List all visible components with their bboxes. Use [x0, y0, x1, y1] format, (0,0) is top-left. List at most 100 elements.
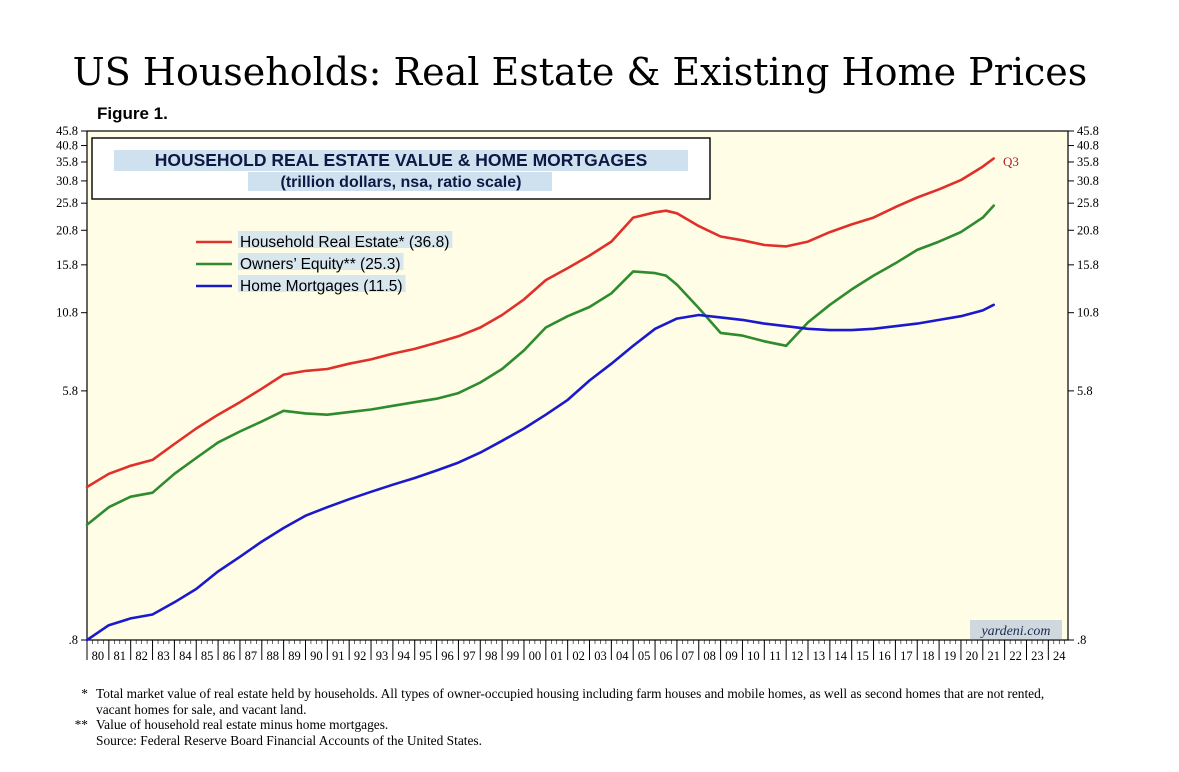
y-tick-label-left: 10.8 [56, 306, 78, 320]
y-tick-label-right: 40.8 [1077, 139, 1099, 153]
x-tick-label: 95 [419, 649, 432, 663]
footnote-1: * Total market value of real estate held… [62, 686, 1082, 717]
x-tick-label: 09 [725, 649, 738, 663]
x-tick-label: 17 [900, 649, 913, 663]
x-tick-label: 86 [223, 649, 236, 663]
y-tick-label-left: 20.8 [56, 223, 78, 237]
series-line-3 [85, 303, 995, 642]
x-tick-label: 85 [201, 649, 214, 663]
footnotes: * Total market value of real estate held… [62, 686, 1082, 748]
y-tick-label-left: 40.8 [56, 139, 78, 153]
x-tick-label: 11 [769, 649, 781, 663]
x-tick-label: 05 [638, 649, 651, 663]
x-tick-label: 07 [682, 649, 695, 663]
footnote-text: Source: Federal Reserve Board Financial … [96, 732, 482, 748]
x-tick-label: 93 [376, 649, 389, 663]
y-tick-label-right: 45.8 [1077, 124, 1099, 138]
y-tick-label-left: 35.8 [56, 155, 78, 169]
x-tick-label: 02 [572, 649, 585, 663]
x-tick-label: 01 [550, 649, 563, 663]
footnote-text: Value of household real estate minus hom… [96, 717, 389, 732]
series-lines [85, 157, 995, 642]
x-tick-label: 99 [507, 649, 520, 663]
x-tick-label: 96 [441, 649, 454, 663]
x-tick-label: 88 [266, 649, 279, 663]
legend-label-bg [238, 231, 453, 248]
footnote-2: ** Value of household real estate minus … [62, 717, 1082, 733]
legend-label: Owners’ Equity** (25.3) [240, 256, 401, 273]
x-tick-label: 16 [878, 649, 891, 663]
y-tick-label-left: 25.8 [56, 196, 78, 210]
x-tick-label: 89 [288, 649, 301, 663]
figure-label: Figure 1. [97, 104, 168, 123]
y-tick-label-right: 35.8 [1077, 155, 1099, 169]
x-axis: 80 81 82 83 84 85 86 87 88 89 90 91 92 93 94 95 96 97 98 99… [86, 640, 1066, 663]
legend-label: Home Mortgages (11.5) [240, 278, 403, 295]
footnote-mark: ** [74, 717, 88, 732]
plot-background [86, 130, 1069, 641]
x-tick-label: 15 [856, 649, 869, 663]
footnote-mark [62, 733, 96, 749]
series-line-2 [85, 204, 995, 527]
x-tick-label: 87 [245, 649, 258, 663]
x-tick-label: 91 [332, 649, 345, 663]
y-tick-label-right: 15.8 [1077, 258, 1099, 272]
page-title: US Households: Real Estate & Existing Ho… [72, 50, 1088, 94]
y-tick-label-left: 15.8 [56, 258, 78, 272]
footnote-mark: * [81, 686, 88, 701]
legend: Household Real Estate* (36.8) Owners’ Equ… [196, 231, 453, 295]
y-tick-label-right: 30.8 [1077, 174, 1099, 188]
x-tick-label: 20 [966, 649, 979, 663]
x-tick-label: 06 [660, 649, 673, 663]
y-tick-label-right: 10.8 [1077, 306, 1099, 320]
x-tick-label: 00 [529, 649, 542, 663]
watermark: yardeni.com [970, 620, 1062, 639]
x-tick-label: 22 [1009, 649, 1022, 663]
x-tick-label: 18 [922, 649, 935, 663]
last-point-label: Q3 [1003, 154, 1019, 169]
footnote-text: Total market value of real estate held b… [96, 686, 1045, 717]
legend-label: Household Real Estate* (36.8) [240, 234, 449, 251]
y-tick-label-left: 45.8 [56, 124, 78, 138]
y-tick-label-right: 20.8 [1077, 223, 1099, 237]
legend-label-bg [238, 275, 406, 292]
y-tick-label-left: 5.8 [62, 384, 78, 398]
legend-label-bg [238, 253, 404, 270]
x-tick-label: 82 [135, 649, 148, 663]
x-tick-label: 12 [791, 649, 804, 663]
x-tick-label: 19 [944, 649, 957, 663]
footnote-source: Source: Federal Reserve Board Financial … [62, 733, 1082, 749]
x-tick-label: 23 [1031, 649, 1044, 663]
y-tick-label-right: 25.8 [1077, 196, 1099, 210]
y-tick-label-left: .8 [69, 633, 78, 647]
x-tick-label: 13 [813, 649, 826, 663]
x-tick-label: 92 [354, 649, 367, 663]
y-tick-label-right: 5.8 [1077, 384, 1093, 398]
x-tick-label: 83 [157, 649, 170, 663]
x-tick-label: 98 [485, 649, 498, 663]
x-tick-label: 21 [987, 649, 1000, 663]
x-tick-label: 84 [179, 649, 192, 663]
x-tick-label: 04 [616, 649, 629, 663]
y-axis-right: 45.840.8 35.8 30.8 25.8 20.8 15.8 10.8 5.8 .8 [1068, 124, 1099, 647]
y-tick-label-left: 30.8 [56, 174, 78, 188]
x-tick-label: 14 [835, 649, 848, 663]
x-tick-label: 90 [310, 649, 323, 663]
chart-title-box: HOUSEHOLD REAL ESTATE VALUE & HOME MORTG… [91, 137, 711, 200]
watermark-text: yardeni.com [979, 624, 1050, 639]
x-tick-label: 24 [1053, 649, 1066, 663]
x-tick-label: 03 [594, 649, 607, 663]
x-tick-label: 97 [463, 649, 476, 663]
series-line-1 [85, 157, 995, 489]
y-axis-left: 45.840.8 35.8 30.8 25.8 20.8 15.8 10.8 5.8 .8 [56, 124, 87, 647]
x-tick-label: 08 [703, 649, 716, 663]
chart-subtitle: (trillion dollars, nsa, ratio scale) [281, 174, 522, 191]
x-tick-label: 80 [92, 649, 105, 663]
chart-title: HOUSEHOLD REAL ESTATE VALUE & HOME MORTG… [155, 150, 648, 170]
x-tick-label: 94 [398, 649, 411, 663]
x-tick-label: 81 [114, 649, 127, 663]
y-tick-label-right: .8 [1077, 633, 1086, 647]
x-tick-label: 10 [747, 649, 760, 663]
